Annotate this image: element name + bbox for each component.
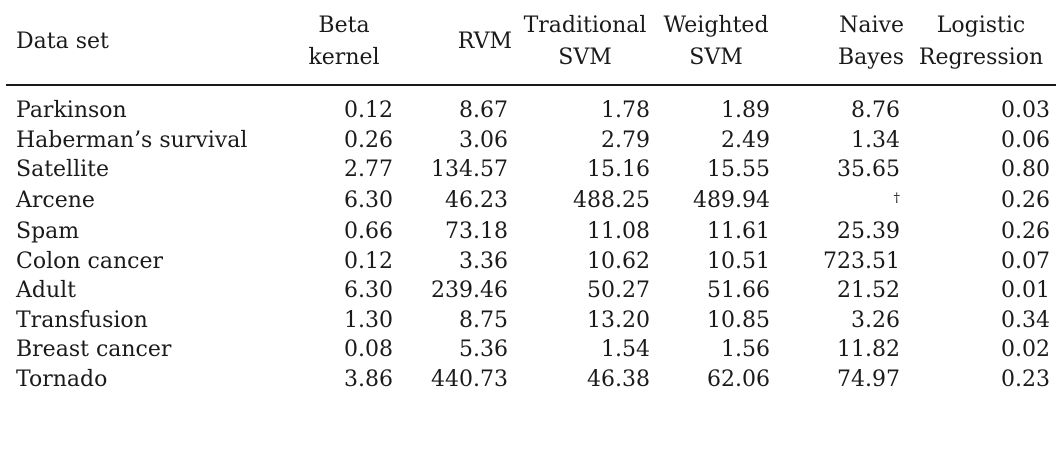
cell-traditional-svm: 10.62: [587, 248, 650, 274]
header-traditional-svm: Traditional SVM: [523, 13, 647, 70]
table-row: Arcene 6.30 46.23 488.25 489.94 † 0.26: [6, 185, 1056, 218]
cell-weighted-svm: 489.94: [693, 188, 770, 213]
table-row: Tornado 3.86 440.73 46.38 62.06 74.97 0.…: [6, 365, 1056, 395]
cell-logistic-regression: 0.06: [1001, 127, 1050, 153]
cell-traditional-svm: 50.27: [587, 278, 650, 303]
cell-logistic-regression: 0.23: [1001, 366, 1050, 392]
header-beta-kernel: Beta kernel: [308, 13, 380, 70]
cell-rvm: 3.36: [459, 248, 508, 274]
cell-traditional-svm: 488.25: [573, 188, 650, 213]
cell-dataset: Transfusion: [16, 307, 148, 333]
cell-weighted-svm: 62.06: [707, 366, 770, 392]
cell-rvm: 3.06: [459, 127, 508, 153]
runtime-comparison-table: Data set Beta kernel RVM Traditional SVM…: [6, 4, 1056, 394]
cell-logistic-regression: 0.01: [1001, 278, 1050, 303]
cell-logistic-regression: 0.07: [1001, 248, 1050, 274]
table-row: Breast cancer 0.08 5.36 1.54 1.56 11.82 …: [6, 335, 1056, 365]
cell-naive-bayes: 35.65: [837, 157, 900, 182]
cell-beta-kernel: 0.26: [344, 127, 393, 153]
dagger-footnote-mark: †: [893, 190, 901, 206]
cell-naive-bayes: 3.26: [851, 307, 900, 333]
cell-beta-kernel: 3.86: [344, 366, 393, 392]
cell-beta-kernel: 6.30: [344, 278, 393, 303]
cell-beta-kernel: 0.66: [344, 219, 393, 244]
table-header-row: Data set Beta kernel RVM Traditional SVM…: [6, 4, 1056, 85]
cell-naive-bayes: 74.97: [837, 366, 900, 392]
results-table-container: Data set Beta kernel RVM Traditional SVM…: [6, 4, 1056, 394]
cell-weighted-svm: 15.55: [707, 157, 770, 182]
cell-naive-bayes: †: [776, 185, 906, 218]
cell-beta-kernel: 1.30: [344, 307, 393, 333]
cell-weighted-svm: 2.49: [721, 127, 770, 153]
table-row: Spam 0.66 73.18 11.08 11.61 25.39 0.26: [6, 217, 1056, 247]
cell-beta-kernel: 2.77: [344, 157, 393, 182]
cell-rvm: 239.46: [431, 278, 508, 303]
cell-dataset: Satellite: [16, 157, 110, 182]
cell-rvm: 73.18: [445, 219, 508, 244]
cell-weighted-svm: 10.51: [707, 248, 770, 274]
table-row: Transfusion 1.30 8.75 13.20 10.85 3.26 0…: [6, 306, 1056, 336]
table-row: Colon cancer 0.12 3.36 10.62 10.51 723.5…: [6, 247, 1056, 277]
cell-logistic-regression: 0.80: [1001, 157, 1050, 182]
cell-logistic-regression: 0.03: [1001, 98, 1050, 123]
cell-naive-bayes: 723.51: [823, 248, 900, 274]
cell-beta-kernel: 0.12: [344, 248, 393, 274]
cell-logistic-regression: 0.26: [1001, 188, 1050, 213]
table-body: Parkinson 0.12 8.67 1.78 1.89 8.76 0.03 …: [6, 85, 1056, 394]
cell-naive-bayes: 11.82: [837, 337, 900, 362]
header-naive-bayes: Naive Bayes: [837, 13, 904, 70]
table-row: Parkinson 0.12 8.67 1.78 1.89 8.76 0.03: [6, 85, 1056, 126]
cell-dataset: Arcene: [16, 188, 95, 213]
cell-logistic-regression: 0.34: [1001, 307, 1050, 333]
cell-rvm: 8.75: [459, 307, 508, 333]
header-data-set: Data set: [16, 29, 109, 54]
cell-naive-bayes: 1.34: [851, 127, 900, 153]
cell-naive-bayes: 21.52: [837, 278, 900, 303]
cell-weighted-svm: 1.89: [721, 98, 770, 123]
cell-traditional-svm: 1.78: [601, 98, 650, 123]
cell-weighted-svm: 10.85: [707, 307, 770, 333]
cell-dataset: Colon cancer: [16, 248, 163, 274]
cell-dataset: Adult: [16, 278, 77, 303]
cell-traditional-svm: 11.08: [587, 219, 650, 244]
cell-beta-kernel: 0.08: [344, 337, 393, 362]
cell-logistic-regression: 0.02: [1001, 337, 1050, 362]
cell-rvm: 46.23: [445, 188, 508, 213]
cell-traditional-svm: 13.20: [587, 307, 650, 333]
cell-dataset: Spam: [16, 219, 80, 244]
cell-dataset: Breast cancer: [16, 337, 172, 362]
table-row: Satellite 2.77 134.57 15.16 15.55 35.65 …: [6, 155, 1056, 185]
header-logistic-regression: Logistic Regression: [918, 13, 1044, 70]
cell-weighted-svm: 51.66: [707, 278, 770, 303]
header-rvm: RVM: [457, 29, 512, 54]
cell-traditional-svm: 15.16: [587, 157, 650, 182]
cell-logistic-regression: 0.26: [1001, 219, 1050, 244]
cell-traditional-svm: 2.79: [601, 127, 650, 153]
cell-dataset: Haberman’s survival: [16, 127, 248, 153]
cell-traditional-svm: 1.54: [601, 337, 650, 362]
cell-beta-kernel: 0.12: [344, 98, 393, 123]
cell-rvm: 134.57: [431, 157, 508, 182]
cell-traditional-svm: 46.38: [587, 366, 650, 392]
table-row: Haberman’s survival 0.26 3.06 2.79 2.49 …: [6, 126, 1056, 156]
cell-weighted-svm: 11.61: [707, 219, 770, 244]
header-weighted-svm: Weighted SVM: [663, 13, 769, 70]
cell-dataset: Parkinson: [16, 98, 127, 123]
cell-naive-bayes: 25.39: [837, 219, 900, 244]
cell-rvm: 5.36: [459, 337, 508, 362]
cell-dataset: Tornado: [16, 366, 108, 392]
cell-rvm: 8.67: [459, 98, 508, 123]
cell-weighted-svm: 1.56: [721, 337, 770, 362]
cell-naive-bayes: 8.76: [851, 98, 900, 123]
cell-beta-kernel: 6.30: [344, 188, 393, 213]
cell-rvm: 440.73: [431, 366, 508, 392]
table-row: Adult 6.30 239.46 50.27 51.66 21.52 0.01: [6, 276, 1056, 306]
